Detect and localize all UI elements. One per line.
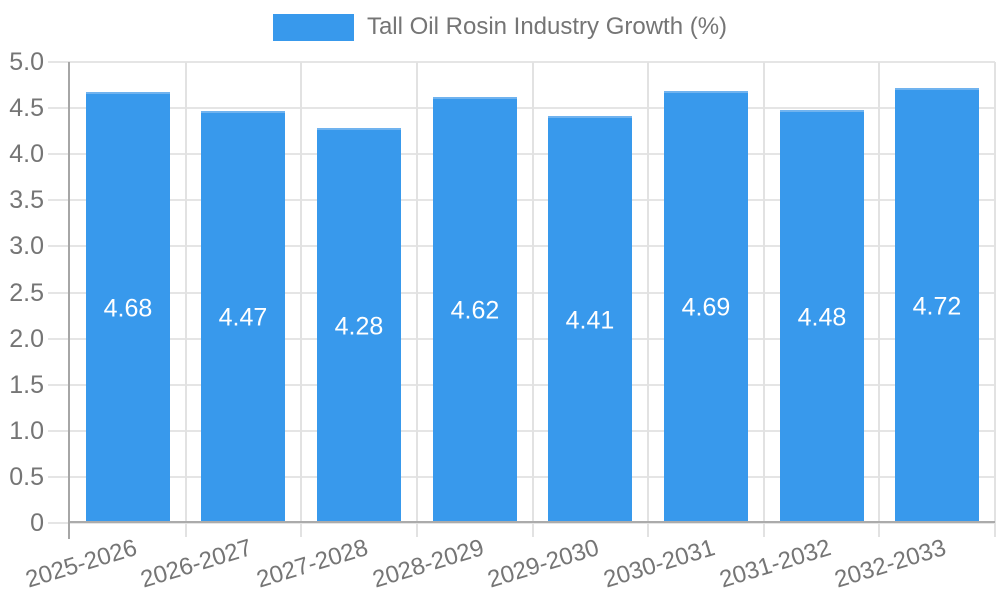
y-axis-tick-label: 2.0 xyxy=(9,325,44,353)
bar-2028-2029[interactable]: 4.62 xyxy=(433,97,517,523)
y-axis-tick-label: 3.5 xyxy=(9,186,44,214)
y-gridline xyxy=(48,430,995,432)
y-gridline xyxy=(48,338,995,340)
bar-value-label: 4.28 xyxy=(334,312,384,340)
legend-label: Tall Oil Rosin Industry Growth (%) xyxy=(366,13,728,41)
y-gridline xyxy=(48,153,995,155)
y-axis-tick-label: 4.0 xyxy=(9,140,44,168)
x-gridline xyxy=(300,62,302,537)
plot-area: 4.68 4.47 4.28 4.62 4.41 4.69 4.48 4.72 xyxy=(48,61,996,539)
bar-2029-2030[interactable]: 4.41 xyxy=(548,116,632,523)
bar-value-label: 4.68 xyxy=(103,294,153,322)
bar-2026-2027[interactable]: 4.47 xyxy=(201,111,285,523)
x-gridline xyxy=(532,62,534,537)
y-gridline xyxy=(48,292,995,294)
y-gridline xyxy=(48,384,995,386)
x-gridline xyxy=(647,62,649,537)
bar-2025-2026[interactable]: 4.68 xyxy=(86,92,170,523)
y-axis-tick-label: 0 xyxy=(30,509,44,537)
y-axis-tick-label: 3.0 xyxy=(9,232,44,260)
bar-value-label: 4.62 xyxy=(450,296,500,325)
x-gridline xyxy=(763,62,765,537)
x-axis-tick-label: 2030-2031 xyxy=(600,534,719,594)
x-axis-tick-label: 2031-2032 xyxy=(716,534,835,594)
x-axis-tick-label: 2027-2028 xyxy=(253,534,372,594)
bar-2032-2033[interactable]: 4.72 xyxy=(895,88,979,523)
y-axis-line xyxy=(68,62,70,539)
legend: Tall Oil Rosin Industry Growth (%) xyxy=(0,13,1000,41)
y-gridline xyxy=(48,245,995,247)
bar-value-label: 4.48 xyxy=(797,303,847,331)
y-gridline xyxy=(48,476,995,478)
y-axis-tick-label: 1.0 xyxy=(9,417,44,445)
y-axis-tick-label: 2.5 xyxy=(9,279,44,307)
x-gridline xyxy=(878,62,880,537)
legend-item-growth[interactable]: Tall Oil Rosin Industry Growth (%) xyxy=(272,13,728,41)
x-axis-tick-label: 2029-2030 xyxy=(484,534,603,594)
y-gridline xyxy=(48,61,995,63)
y-gridline xyxy=(48,107,995,109)
x-axis-tick-label: 2028-2029 xyxy=(369,534,488,594)
y-axis-tick-label: 1.5 xyxy=(9,371,44,399)
legend-swatch xyxy=(272,14,354,41)
x-axis-tick-label: 2025-2026 xyxy=(22,534,141,594)
x-gridline xyxy=(416,62,418,537)
x-axis-line xyxy=(70,521,995,523)
bar-2030-2031[interactable]: 4.69 xyxy=(664,91,748,523)
x-axis-tick-label: 2032-2033 xyxy=(831,534,950,594)
bar-value-label: 4.72 xyxy=(912,292,962,320)
y-axis-tick-label: 4.5 xyxy=(9,94,44,122)
x-gridline xyxy=(994,62,996,537)
x-gridline xyxy=(185,62,187,537)
bar-value-label: 4.47 xyxy=(218,303,268,332)
y-axis-tick-label: 5.0 xyxy=(9,48,44,76)
y-gridline xyxy=(48,199,995,201)
y-gridline xyxy=(48,522,995,524)
bar-value-label: 4.41 xyxy=(565,306,615,334)
bar-2031-2032[interactable]: 4.48 xyxy=(780,110,864,523)
x-axis-tick-label: 2026-2027 xyxy=(137,534,256,594)
bar-2027-2028[interactable]: 4.28 xyxy=(317,128,401,523)
y-axis-tick-label: 0.5 xyxy=(9,463,44,491)
bar-value-label: 4.69 xyxy=(681,293,731,322)
